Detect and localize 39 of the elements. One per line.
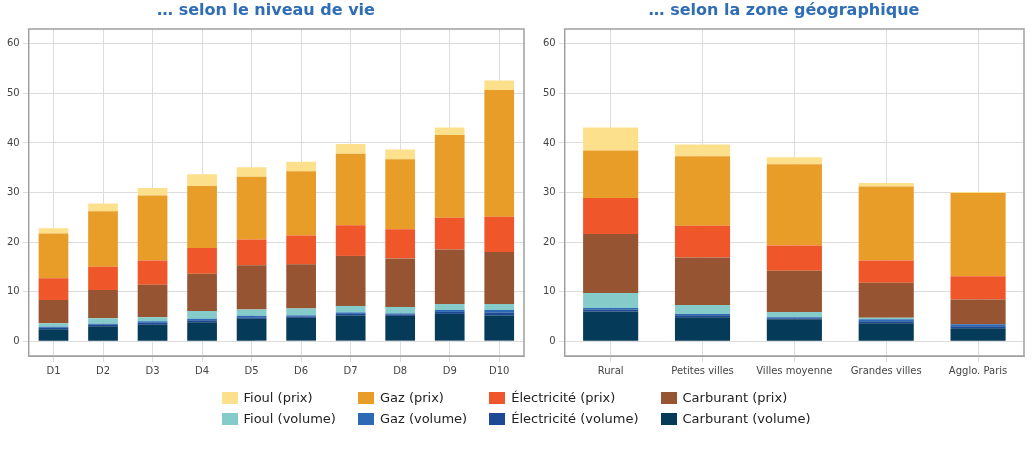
chart-title: … selon le niveau de vie [156, 0, 376, 20]
y-tick-label: 30 [6, 186, 20, 198]
y-tick-label: 20 [542, 235, 556, 247]
x-tick-label: D9 [442, 364, 457, 376]
x-tick-label: D4 [195, 364, 210, 376]
x-tick-label: D5 [244, 364, 259, 376]
x-tick-label: Grandes villes [850, 364, 922, 376]
legend-label: Carburant (volume) [682, 411, 811, 426]
y-tick-label: 40 [6, 136, 20, 148]
y-tick-label: 50 [6, 87, 20, 98]
legend-label: Gaz (volume) [379, 411, 468, 426]
legend-label: Gaz (prix) [379, 390, 444, 405]
legend-label: Électricité (prix) [511, 390, 616, 405]
x-tick-label: Agglo. Paris [948, 364, 1008, 376]
legend-label: Fioul (volume) [243, 411, 336, 426]
x-tick-label: D7 [343, 364, 358, 376]
x-tick-label: D3 [145, 364, 160, 376]
y-tick-label: 50 [542, 87, 556, 98]
x-tick-label: Villes moyenne [756, 364, 833, 376]
y-tick-label: 60 [542, 37, 556, 49]
chart-title: … selon la zone géographique [647, 0, 921, 20]
legend-label: Fioul (prix) [243, 390, 313, 405]
x-tick-label: D1 [46, 364, 61, 376]
x-tick-label: D8 [393, 364, 408, 376]
legend-label: Électricité (volume) [511, 411, 639, 426]
x-tick-label: D6 [294, 364, 309, 376]
x-tick-label: D2 [95, 364, 111, 376]
y-tick-label: 20 [6, 235, 20, 247]
y-tick-label: 40 [542, 136, 556, 148]
y-tick-label: 10 [542, 285, 556, 297]
y-tick-label: 0 [549, 334, 556, 346]
y-tick-label: 10 [6, 285, 20, 297]
x-tick-label: D10 [489, 364, 510, 376]
y-tick-label: 0 [13, 334, 20, 346]
y-tick-label: 60 [6, 37, 20, 49]
y-tick-label: 30 [542, 186, 556, 198]
x-tick-label: Petites villes [671, 364, 734, 376]
legend-label: Carburant (prix) [682, 390, 788, 405]
x-tick-label: Rural [597, 364, 624, 376]
